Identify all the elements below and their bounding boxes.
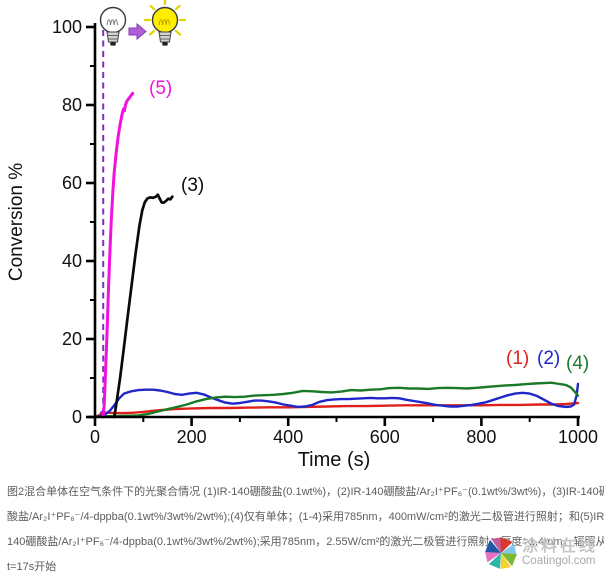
curve-label-4: (4) — [566, 353, 590, 374]
x-tick-label: 0 — [90, 427, 100, 447]
y-tick-label: 20 — [62, 329, 82, 349]
x-tick-label: 1000 — [558, 427, 598, 447]
x-tick-label: 600 — [370, 427, 400, 447]
curve-label-2: (2) — [537, 348, 561, 369]
curve-3 — [112, 193, 174, 419]
x-tick-label: 400 — [273, 427, 303, 447]
caption-line-4: t=17s开始 — [7, 561, 57, 573]
caption-line-1: 图2混合单体在空气条件下的光聚合情况 (1)IR-140硼酸盐(0.1wt%)，… — [7, 486, 604, 498]
curve-label-3: (3) — [181, 175, 205, 196]
curve-2 — [93, 382, 580, 419]
y-axis-title: Conversion % — [6, 162, 27, 282]
curve-1 — [93, 401, 580, 419]
curve-4 — [93, 381, 580, 419]
x-tick-label: 200 — [177, 427, 207, 447]
curve-label-5: (5) — [149, 78, 173, 99]
x-axis-title: Time (s) — [297, 449, 371, 471]
y-tick-label: 0 — [72, 407, 82, 427]
y-tick-label: 60 — [62, 173, 82, 193]
curve-label-1: (1) — [506, 348, 530, 369]
pinwheel-icon — [485, 537, 517, 569]
watermark-domain: Coatingol.com — [522, 555, 596, 568]
watermark: 涂料在线 Coatingol.com — [483, 535, 598, 571]
caption-line-2: 酸盐/Ar₂I⁺PF₆⁻/4-dppba(0.1wt%/3wt%/2wt%);(… — [7, 511, 604, 523]
axes — [86, 23, 580, 426]
y-tick-label: 40 — [62, 251, 82, 271]
y-tick-label: 80 — [62, 95, 82, 115]
figure-caption: 图2混合单体在空气条件下的光聚合情况 (1)IR-140硼酸盐(0.1wt%)，… — [7, 480, 604, 580]
x-tick-label: 800 — [466, 427, 496, 447]
y-tick-label: 100 — [52, 17, 82, 37]
curve-5 — [101, 91, 135, 419]
watermark-name: 涂料在线 — [522, 537, 599, 555]
caption-line-3: 140硼酸盐/Ar₂I⁺PF₆⁻/4-dppba(0.1wt%/3wt%/2wt… — [7, 536, 604, 548]
conversion-chart: 0 20 40 60 80 100 0 200 400 600 800 1000 — [6, 0, 598, 471]
